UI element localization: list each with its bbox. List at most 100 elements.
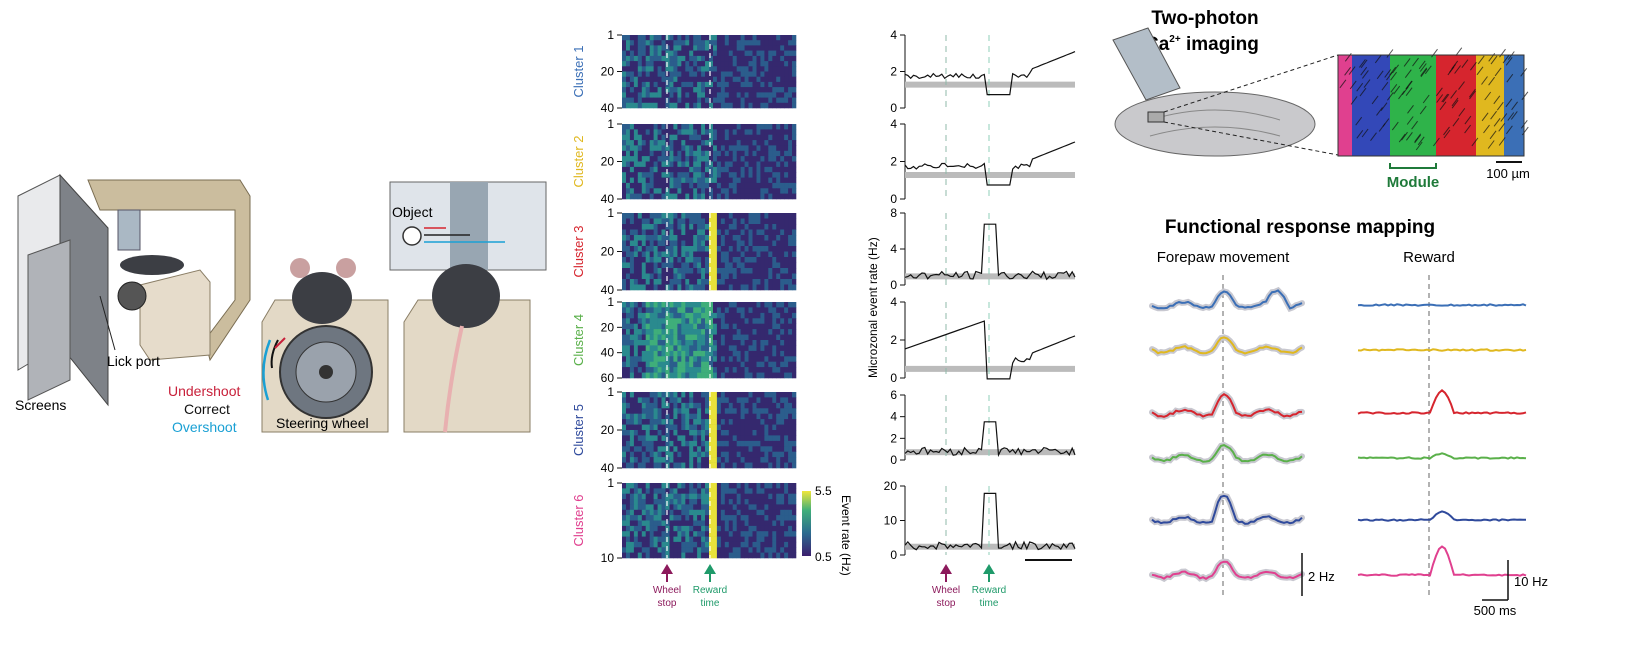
stripe-pink	[1338, 55, 1352, 156]
heatmap-cell	[661, 372, 666, 379]
heatmap-cell	[740, 262, 745, 269]
heatmap-cell	[709, 92, 714, 98]
heatmap-cell	[788, 361, 793, 368]
heatmap-cell	[713, 488, 718, 495]
heatmap-cell	[701, 302, 706, 308]
imaging-fiber	[1411, 120, 1418, 130]
heatmap-cell	[681, 188, 686, 194]
heatmap-cell	[657, 525, 662, 532]
heatmap-cell	[626, 229, 631, 236]
heatmap-cell	[697, 35, 702, 41]
heatmap-cell	[736, 235, 741, 241]
heatmap-cell	[681, 235, 686, 241]
heatmap-cell	[645, 102, 650, 109]
heatmap-cell	[792, 402, 797, 409]
heatmap-cell	[720, 302, 726, 308]
heatmap-cell	[768, 392, 773, 398]
heatmap-cell	[713, 161, 718, 168]
heatmap-cell	[649, 188, 654, 194]
heatmap-cell	[637, 66, 643, 72]
heatmap-cell	[645, 284, 650, 291]
heatmap-cell	[756, 334, 761, 341]
heatmap-cell	[633, 213, 639, 219]
imaging-fiber	[1344, 67, 1351, 76]
heatmap-cell	[736, 61, 741, 67]
heatmap-cell	[709, 367, 714, 373]
heatmap-cell	[677, 161, 682, 168]
heatmap-cell	[728, 224, 734, 230]
heatmap-cell	[713, 268, 718, 274]
heatmap-cell	[724, 55, 730, 62]
heatmap-cell	[709, 172, 714, 178]
heatmap-cell	[681, 541, 686, 548]
heatmap-cell	[716, 273, 722, 280]
heatmap-cell	[705, 257, 710, 263]
heatmap-cell	[764, 451, 769, 458]
imaging-fiber	[1498, 123, 1506, 132]
heatmap-cell	[622, 40, 627, 46]
heatmap-cell	[689, 188, 694, 194]
heatmap-cell	[756, 413, 761, 420]
heatmap-cell	[780, 188, 785, 194]
heatmap-cell	[760, 462, 765, 469]
heatmap-cell	[701, 435, 706, 442]
heatmap-cell	[776, 40, 781, 46]
heatmap-cell	[780, 71, 785, 77]
heatmap-cell	[760, 40, 765, 46]
heatmap-cell	[784, 156, 789, 162]
heatmap-cell	[645, 525, 650, 532]
heatmap-cell	[661, 457, 666, 463]
heatmap-cell	[780, 45, 785, 51]
heatmap-cell	[713, 440, 718, 447]
heatmap-cell	[665, 435, 670, 442]
heatmap-cell	[709, 140, 714, 146]
heatmap-cell	[673, 329, 678, 335]
heatmap-cell	[626, 87, 631, 93]
heatmap-cell	[724, 273, 730, 280]
heatmap-cell	[661, 213, 666, 219]
heatmap-cell	[776, 329, 781, 335]
heatmap-cell	[756, 515, 761, 521]
heatmap-cell	[705, 397, 710, 404]
heatmap-cell	[728, 509, 734, 516]
heatmap-cell	[669, 413, 674, 420]
heatmap-cell	[768, 97, 773, 104]
heatmap-cell	[732, 124, 737, 130]
heatmap-cell	[705, 541, 710, 548]
heatmap-cell	[724, 235, 730, 241]
heatmap-cell	[752, 413, 757, 420]
heatmap-cell	[673, 166, 678, 173]
heatmap-cell	[641, 440, 647, 447]
heatmap-cell	[633, 419, 639, 425]
heatmap-cell	[736, 71, 741, 77]
heatmap-cell	[689, 240, 694, 247]
heatmap-cell	[689, 440, 694, 447]
heatmap-cell	[705, 504, 710, 511]
heatmap-cell	[673, 284, 678, 291]
heatmap-cell	[744, 367, 749, 373]
heatmap-cell	[784, 150, 789, 157]
heatmap-cell	[764, 413, 769, 420]
heatmap-cell	[689, 462, 694, 469]
heatmap-cell	[685, 229, 690, 236]
heatmap-cell	[736, 525, 741, 532]
heatmap-cell	[748, 329, 753, 335]
heatmap-cell	[713, 457, 718, 463]
heatmap-cell	[697, 177, 702, 184]
heatmap-cell	[665, 97, 670, 104]
heatmap-cell	[693, 35, 698, 41]
heatmap-cell	[626, 430, 631, 436]
heatmap-cell	[768, 235, 773, 241]
heatmap-cell	[724, 413, 730, 420]
heatmap-cell	[697, 279, 702, 285]
imaging-fiber	[1418, 60, 1426, 70]
heatmap-cell	[732, 372, 737, 379]
heatmap-cell	[633, 129, 639, 136]
heatmap-cell	[693, 525, 698, 532]
heatmap-cell	[776, 92, 781, 98]
heatmap-cell	[720, 547, 726, 553]
heatmap-cell	[633, 55, 639, 62]
heatmap-cell	[728, 356, 734, 362]
heatmap-cell	[649, 129, 654, 136]
heatmap-cell	[665, 156, 670, 162]
